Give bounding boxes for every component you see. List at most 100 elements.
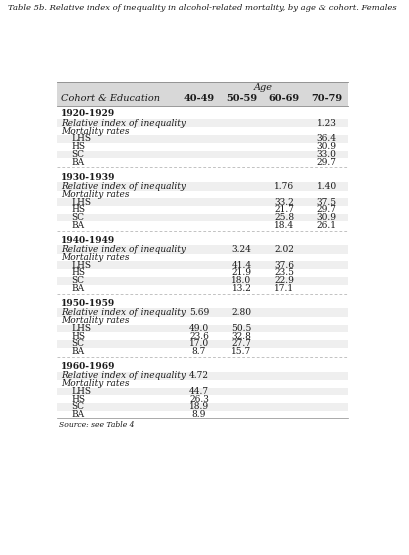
Text: 40-49: 40-49 xyxy=(183,94,214,103)
Bar xyxy=(57,347,347,355)
Text: BA: BA xyxy=(71,221,84,230)
Text: HS: HS xyxy=(71,395,85,403)
Bar xyxy=(57,317,347,325)
Text: 30.9: 30.9 xyxy=(316,142,336,151)
Text: 1.76: 1.76 xyxy=(273,182,294,191)
Text: 23.5: 23.5 xyxy=(274,269,293,278)
Text: Cohort & Education: Cohort & Education xyxy=(61,94,160,103)
Text: Mortality rates: Mortality rates xyxy=(61,253,130,262)
Text: 25.8: 25.8 xyxy=(273,213,294,222)
Bar xyxy=(57,285,347,292)
Text: 37.6: 37.6 xyxy=(274,261,293,270)
Bar xyxy=(57,295,347,299)
Text: 26.3: 26.3 xyxy=(189,395,208,403)
Text: Source: see Table 4: Source: see Table 4 xyxy=(59,421,134,428)
Text: 1.23: 1.23 xyxy=(316,119,336,128)
Bar xyxy=(57,235,347,245)
Bar xyxy=(57,106,347,109)
Text: SC: SC xyxy=(71,339,84,349)
Text: SC: SC xyxy=(71,150,84,159)
Text: Relative index of inequality: Relative index of inequality xyxy=(61,182,186,191)
Text: 50-59: 50-59 xyxy=(225,94,256,103)
Text: 5.69: 5.69 xyxy=(188,308,209,317)
Bar xyxy=(57,277,347,285)
Text: BA: BA xyxy=(71,284,84,293)
Text: Relative index of inequality: Relative index of inequality xyxy=(61,371,186,380)
Text: 37.5: 37.5 xyxy=(316,198,336,206)
Bar xyxy=(57,359,347,361)
Text: Age: Age xyxy=(253,83,272,92)
Text: 15.7: 15.7 xyxy=(231,347,251,356)
Text: SC: SC xyxy=(71,276,84,285)
Bar xyxy=(57,150,347,158)
Text: 2.02: 2.02 xyxy=(274,245,293,254)
Text: 1930-1939: 1930-1939 xyxy=(61,173,116,181)
Text: 1.40: 1.40 xyxy=(316,182,336,191)
Text: 70-79: 70-79 xyxy=(310,94,342,103)
Text: SC: SC xyxy=(71,402,84,411)
Bar xyxy=(57,166,347,169)
Text: 8.7: 8.7 xyxy=(191,347,206,356)
Bar xyxy=(57,143,347,150)
Bar xyxy=(57,221,347,229)
Text: 29.7: 29.7 xyxy=(316,205,336,214)
Bar xyxy=(57,82,347,106)
Text: HS: HS xyxy=(71,205,85,214)
Text: 21.9: 21.9 xyxy=(231,269,251,278)
Text: 1920-1929: 1920-1929 xyxy=(61,109,115,118)
Bar xyxy=(57,292,347,295)
Text: 60-69: 60-69 xyxy=(268,94,299,103)
Text: 49.0: 49.0 xyxy=(189,324,209,333)
Text: Table 5b. Relative index of inequality in alcohol-related mortality, by age & co: Table 5b. Relative index of inequality i… xyxy=(8,4,396,12)
Bar xyxy=(57,172,347,182)
Bar xyxy=(57,361,347,371)
Bar xyxy=(57,206,347,214)
Bar xyxy=(57,109,347,119)
Text: HS: HS xyxy=(71,331,85,341)
Text: 27.7: 27.7 xyxy=(231,339,251,349)
Bar xyxy=(57,169,347,172)
Text: 8.9: 8.9 xyxy=(191,410,206,419)
Text: LHS: LHS xyxy=(71,324,91,333)
Text: HS: HS xyxy=(71,269,85,278)
Text: 13.2: 13.2 xyxy=(231,284,251,293)
Bar xyxy=(57,299,347,309)
Bar xyxy=(57,355,347,359)
Bar xyxy=(57,128,347,135)
Bar xyxy=(57,403,347,411)
Bar xyxy=(57,190,347,198)
Text: Relative index of inequality: Relative index of inequality xyxy=(61,119,186,128)
Text: 1950-1959: 1950-1959 xyxy=(61,299,115,308)
Bar xyxy=(57,182,347,190)
Text: Relative index of inequality: Relative index of inequality xyxy=(61,245,186,254)
Bar xyxy=(57,158,347,166)
Bar xyxy=(57,309,347,317)
Text: 18.9: 18.9 xyxy=(189,402,209,411)
Text: Mortality rates: Mortality rates xyxy=(61,190,130,199)
Text: 33.2: 33.2 xyxy=(274,198,293,206)
Text: LHS: LHS xyxy=(71,261,91,270)
Text: 1960-1969: 1960-1969 xyxy=(61,362,116,371)
Text: 23.6: 23.6 xyxy=(189,331,208,341)
Bar xyxy=(57,261,347,269)
Bar xyxy=(57,119,347,128)
Text: BA: BA xyxy=(71,347,84,356)
Text: Relative index of inequality: Relative index of inequality xyxy=(61,308,186,317)
Bar xyxy=(57,371,347,380)
Bar xyxy=(57,245,347,254)
Bar xyxy=(57,395,347,403)
Text: HS: HS xyxy=(71,142,85,151)
Bar xyxy=(57,380,347,388)
Text: 3.24: 3.24 xyxy=(231,245,251,254)
Bar xyxy=(57,135,347,143)
Text: 32.8: 32.8 xyxy=(231,331,251,341)
Text: 26.1: 26.1 xyxy=(316,221,336,230)
Text: BA: BA xyxy=(71,158,84,166)
Text: 21.7: 21.7 xyxy=(274,205,293,214)
Text: 18.0: 18.0 xyxy=(231,276,251,285)
Bar xyxy=(57,198,347,206)
Text: BA: BA xyxy=(71,410,84,419)
Bar xyxy=(57,254,347,261)
Text: SC: SC xyxy=(71,213,84,222)
Text: Mortality rates: Mortality rates xyxy=(61,316,130,325)
